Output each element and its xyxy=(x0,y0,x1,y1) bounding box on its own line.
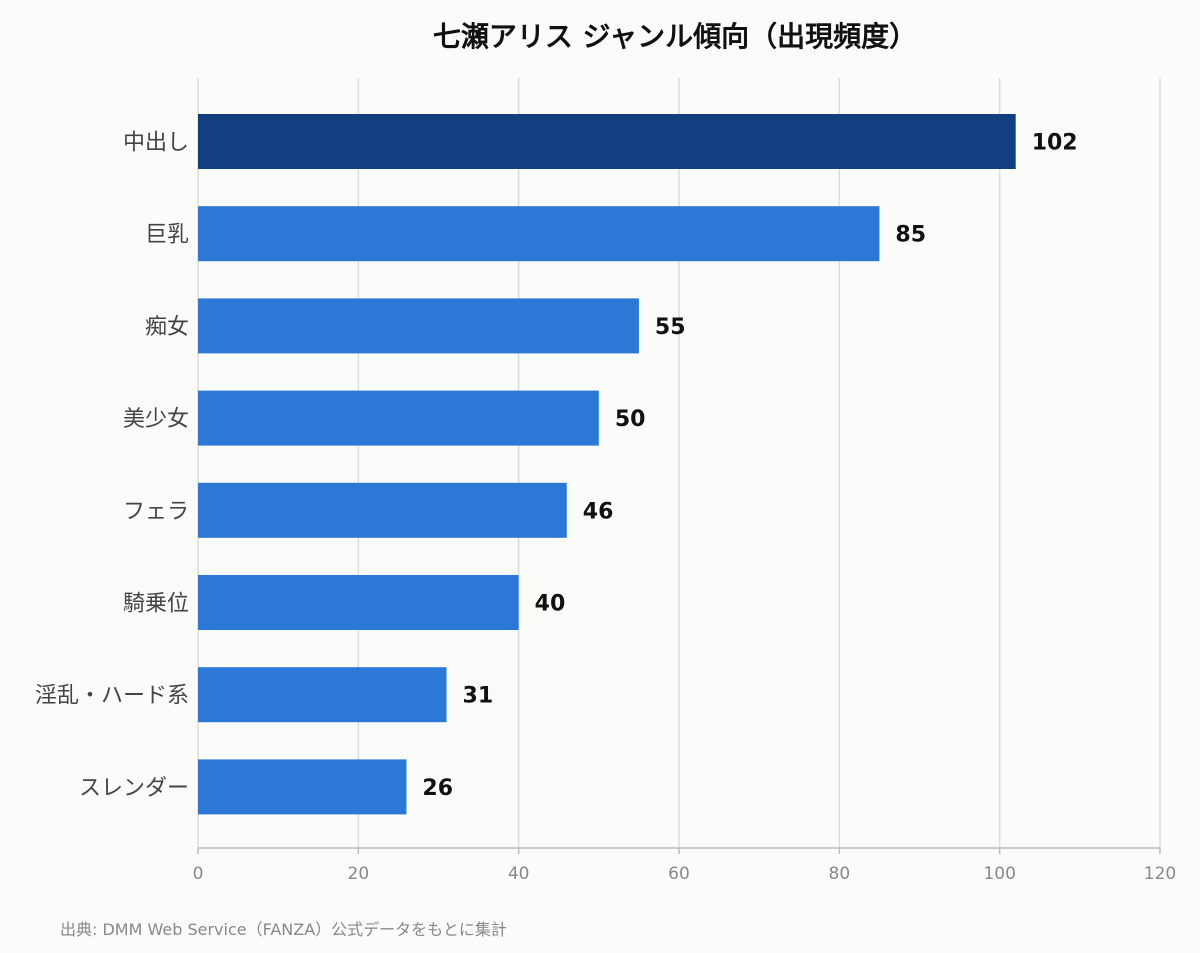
x-tick-label: 60 xyxy=(668,864,690,884)
bar xyxy=(198,482,567,538)
x-tick-label: 0 xyxy=(193,864,204,884)
x-tick-label: 120 xyxy=(1144,864,1176,884)
x-tick-label: 80 xyxy=(829,864,851,884)
category-label: 淫乱・ハード系 xyxy=(35,684,189,709)
x-tick-label: 20 xyxy=(348,864,370,884)
value-label: 85 xyxy=(895,223,926,248)
value-label: 102 xyxy=(1032,131,1078,156)
value-label: 31 xyxy=(463,684,494,709)
labels: 0 20 40 60 80 100 120 中出し 102 巨乳 85 痴女 55 美少女 50 フェラ 46 騎… xyxy=(35,131,1176,885)
bar xyxy=(198,206,880,262)
bar xyxy=(198,575,519,630)
category-label: 中出し xyxy=(123,131,189,156)
category-label: 騎乗位 xyxy=(123,592,189,617)
grid-lines xyxy=(197,78,1161,854)
x-tick-label: 40 xyxy=(508,864,530,884)
bar xyxy=(198,667,447,723)
value-label: 46 xyxy=(583,499,614,524)
category-label: 痴女 xyxy=(145,315,189,340)
value-label: 26 xyxy=(422,776,453,801)
value-label: 55 xyxy=(655,315,686,340)
bars xyxy=(198,114,1016,815)
category-label: 美少女 xyxy=(123,407,189,432)
category-label: スレンダー xyxy=(79,776,189,801)
source-note: 出典: DMM Web Service（FANZA）公式データをもとに集計 xyxy=(60,920,507,939)
bar xyxy=(198,114,1016,169)
category-label: 巨乳 xyxy=(145,223,189,248)
bar xyxy=(198,298,639,354)
value-label: 50 xyxy=(615,407,646,432)
x-tick-label: 100 xyxy=(983,864,1015,884)
value-label: 40 xyxy=(535,592,566,617)
category-label: フェラ xyxy=(123,499,189,524)
bar xyxy=(198,759,407,815)
chart-title: 七瀬アリス ジャンル傾向（出現頻度） xyxy=(433,20,917,53)
bar xyxy=(198,390,599,446)
